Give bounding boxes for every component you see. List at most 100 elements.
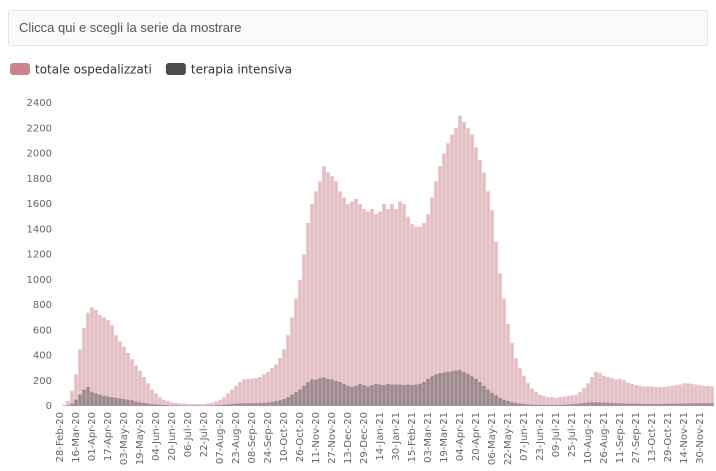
bar xyxy=(318,181,322,406)
x-tick-label: 22-May-21 xyxy=(503,412,514,465)
legend-label: terapia intensiva xyxy=(191,63,292,77)
bar xyxy=(274,401,278,406)
bar xyxy=(114,397,118,406)
bar xyxy=(226,404,230,406)
bar xyxy=(506,400,510,406)
bar xyxy=(330,379,334,406)
bar xyxy=(266,371,270,406)
bar xyxy=(438,166,442,406)
bar xyxy=(630,403,634,406)
bar xyxy=(170,405,174,406)
bar xyxy=(698,403,702,406)
bar xyxy=(226,393,230,406)
x-tick-label: 23-Jun-21 xyxy=(535,412,546,461)
bar xyxy=(414,226,418,406)
bar xyxy=(378,211,382,406)
bar xyxy=(178,403,182,406)
bar xyxy=(222,404,226,406)
bar xyxy=(438,373,442,406)
bar xyxy=(466,373,470,406)
bar xyxy=(334,181,338,406)
bar xyxy=(122,399,126,406)
bar xyxy=(594,402,598,406)
bar xyxy=(442,372,446,406)
bar xyxy=(418,383,422,406)
bar xyxy=(490,392,494,406)
bar xyxy=(354,385,358,406)
bar xyxy=(306,382,310,406)
bar xyxy=(202,405,206,406)
bar xyxy=(310,204,314,406)
bar xyxy=(190,404,194,406)
bar xyxy=(558,397,562,406)
y-tick-label: 1200 xyxy=(27,250,52,261)
series-select[interactable]: Clicca qui e scegli la serie da mostrare xyxy=(8,10,708,46)
bar xyxy=(482,172,486,406)
bar xyxy=(526,383,530,406)
bar xyxy=(202,404,206,406)
bar xyxy=(266,402,270,406)
legend-swatch xyxy=(165,63,186,75)
bar xyxy=(606,376,610,406)
bar xyxy=(322,377,326,406)
bar xyxy=(86,312,90,406)
bar xyxy=(314,379,318,406)
bar xyxy=(346,385,350,406)
bar xyxy=(78,349,82,406)
bar xyxy=(518,403,522,406)
bar xyxy=(298,389,302,406)
bar xyxy=(458,370,462,406)
bar xyxy=(562,404,566,406)
bar xyxy=(466,128,470,406)
bar xyxy=(458,115,462,406)
bar xyxy=(646,386,650,406)
bar xyxy=(410,224,414,406)
bar xyxy=(214,405,218,406)
bar xyxy=(382,385,386,406)
y-tick-label: 200 xyxy=(33,376,52,387)
bar xyxy=(90,307,94,406)
x-tick-label: 10-Aug-21 xyxy=(583,412,594,464)
bar xyxy=(150,389,154,406)
bar xyxy=(630,383,634,406)
bar xyxy=(186,404,190,406)
bar xyxy=(658,403,662,406)
bar xyxy=(650,386,654,406)
bar xyxy=(374,383,378,406)
x-tick-label: 07-Aug-20 xyxy=(215,412,226,464)
x-tick-label: 09-Jul-21 xyxy=(551,412,562,457)
bar xyxy=(582,388,586,406)
bar xyxy=(442,153,446,406)
bar xyxy=(386,209,390,406)
x-tick-label: 07-Jun-21 xyxy=(519,412,530,461)
bar xyxy=(610,378,614,406)
bar xyxy=(90,392,94,406)
bar xyxy=(74,374,78,406)
bar xyxy=(626,382,630,406)
bar xyxy=(314,191,318,406)
bar xyxy=(542,395,546,406)
bar xyxy=(430,376,434,406)
bar xyxy=(294,298,298,406)
bar xyxy=(394,384,398,406)
bar xyxy=(394,209,398,406)
bar xyxy=(414,384,418,406)
bar xyxy=(386,383,390,406)
bar xyxy=(482,385,486,406)
bar xyxy=(102,317,106,406)
bar xyxy=(670,403,674,406)
bar xyxy=(162,404,166,406)
x-tick-label: 08-Sep-20 xyxy=(247,412,258,464)
bar xyxy=(230,389,234,406)
bar xyxy=(254,378,258,406)
bar xyxy=(574,394,578,406)
bar xyxy=(530,404,534,406)
bar xyxy=(130,400,134,406)
bar xyxy=(110,397,114,406)
bar xyxy=(242,403,246,406)
bar xyxy=(134,401,138,406)
x-tick-label: 01-Apr-20 xyxy=(87,412,98,461)
bar xyxy=(98,315,102,406)
bar xyxy=(366,386,370,406)
bar xyxy=(278,400,282,406)
